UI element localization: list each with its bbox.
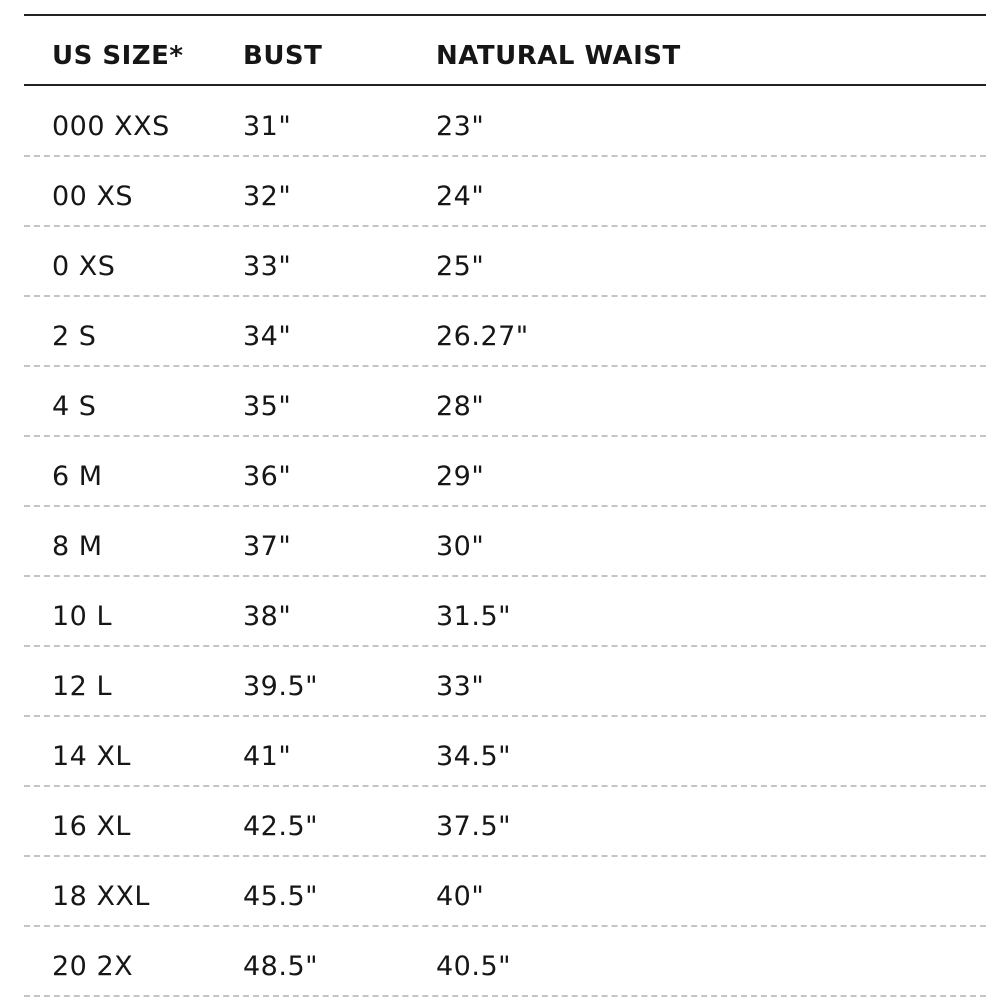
table-cell: 38" (243, 601, 292, 632)
table-cell: 2 S (52, 321, 97, 352)
table-cell: 41" (243, 741, 292, 772)
table-cell: 37" (243, 531, 292, 562)
table-cell: 12 L (52, 671, 112, 702)
table-cell: 39.5" (243, 671, 319, 702)
table-cell: 0 XS (52, 251, 116, 282)
row-divider (24, 785, 986, 787)
table-cell: 26.27" (436, 321, 529, 352)
table-cell: 000 XXS (52, 111, 170, 142)
table-cell: 18 XXL (52, 881, 150, 912)
row-divider (24, 575, 986, 577)
row-divider (24, 155, 986, 157)
table-cell: 00 XS (52, 181, 134, 212)
table-cell: 34" (243, 321, 292, 352)
table-cell: 30" (436, 531, 485, 562)
table-cell: 31.5" (436, 601, 512, 632)
table-cell: 37.5" (436, 811, 512, 842)
table-cell: 34.5" (436, 741, 512, 772)
table-cell: 35" (243, 391, 292, 422)
table-cell: 8 M (52, 531, 103, 562)
row-divider (24, 645, 986, 647)
table-cell: 45.5" (243, 881, 319, 912)
row-divider (24, 295, 986, 297)
row-divider (24, 365, 986, 367)
table-cell: 40.5" (436, 951, 512, 982)
table-cell: 32" (243, 181, 292, 212)
header-rule (24, 84, 986, 86)
row-divider (24, 225, 986, 227)
table-cell: 42.5" (243, 811, 319, 842)
header-cell: US SIZE* (52, 41, 184, 71)
table-cell: 14 XL (52, 741, 131, 772)
table-cell: 40" (436, 881, 485, 912)
table-cell: 23" (436, 111, 485, 142)
table-cell: 4 S (52, 391, 97, 422)
table-cell: 29" (436, 461, 485, 492)
table-cell: 31" (243, 111, 292, 142)
table-cell: 33" (243, 251, 292, 282)
table-cell: 24" (436, 181, 485, 212)
row-divider (24, 435, 986, 437)
row-divider (24, 925, 986, 927)
table-cell: 36" (243, 461, 292, 492)
row-divider (24, 855, 986, 857)
table-cell: 20 2X (52, 951, 134, 982)
header-cell: BUST (243, 41, 323, 71)
table-cell: 25" (436, 251, 485, 282)
table-cell: 33" (436, 671, 485, 702)
table-cell: 28" (436, 391, 485, 422)
table-cell: 16 XL (52, 811, 131, 842)
table-cell: 48.5" (243, 951, 319, 982)
header-cell: NATURAL WAIST (436, 41, 681, 71)
table-cell: 6 M (52, 461, 103, 492)
row-divider (24, 505, 986, 507)
top-rule (24, 14, 986, 16)
row-divider (24, 995, 986, 997)
row-divider (24, 715, 986, 717)
table-cell: 10 L (52, 601, 112, 632)
